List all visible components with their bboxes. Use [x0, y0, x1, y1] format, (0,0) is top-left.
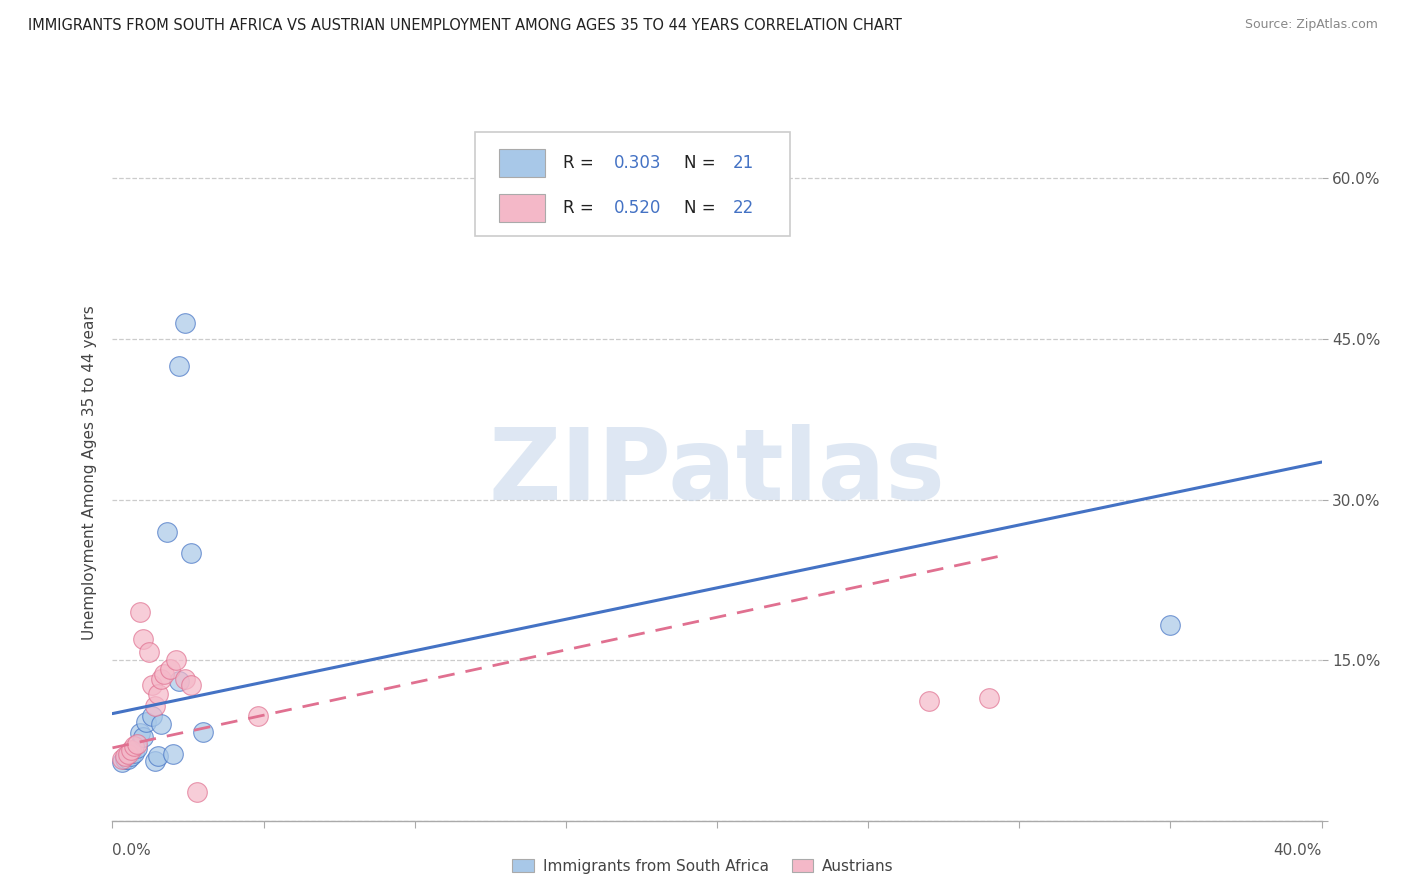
- Point: [167, 359, 190, 373]
- Text: 0.0%: 0.0%: [112, 843, 152, 858]
- Text: N =: N =: [685, 154, 721, 172]
- Point: [138, 644, 160, 658]
- Point: [174, 316, 197, 330]
- FancyBboxPatch shape: [499, 149, 546, 177]
- Point: [149, 673, 172, 687]
- Text: R =: R =: [564, 200, 599, 218]
- Point: [1159, 617, 1181, 632]
- Text: R =: R =: [564, 154, 599, 172]
- Point: [918, 694, 941, 708]
- Point: [110, 751, 132, 765]
- Point: [132, 730, 155, 744]
- Text: ZIPatlas: ZIPatlas: [489, 425, 945, 521]
- Text: 0.520: 0.520: [614, 200, 662, 218]
- Point: [128, 605, 150, 619]
- Text: IMMIGRANTS FROM SOUTH AFRICA VS AUSTRIAN UNEMPLOYMENT AMONG AGES 35 TO 44 YEARS : IMMIGRANTS FROM SOUTH AFRICA VS AUSTRIAN…: [28, 18, 903, 33]
- Point: [180, 546, 202, 560]
- Point: [125, 740, 148, 755]
- Point: [135, 715, 157, 730]
- Point: [120, 743, 142, 757]
- Point: [125, 737, 148, 751]
- Point: [146, 687, 169, 701]
- Point: [143, 754, 166, 768]
- Text: 40.0%: 40.0%: [1274, 843, 1322, 858]
- Point: [122, 739, 145, 753]
- Point: [165, 653, 187, 667]
- Point: [128, 726, 150, 740]
- Point: [186, 785, 208, 799]
- Point: [159, 662, 181, 676]
- Point: [977, 690, 1000, 705]
- Text: 21: 21: [733, 154, 754, 172]
- FancyBboxPatch shape: [475, 132, 790, 236]
- Point: [141, 678, 163, 692]
- Point: [146, 749, 169, 764]
- Text: 22: 22: [733, 200, 754, 218]
- Point: [153, 667, 176, 681]
- Point: [117, 747, 139, 762]
- FancyBboxPatch shape: [499, 194, 546, 222]
- Point: [167, 674, 190, 689]
- Point: [162, 747, 184, 762]
- Point: [122, 746, 145, 760]
- Text: N =: N =: [685, 200, 721, 218]
- Point: [149, 717, 172, 731]
- Text: 0.303: 0.303: [614, 154, 662, 172]
- Point: [120, 749, 142, 764]
- Point: [114, 751, 136, 765]
- Point: [191, 724, 214, 739]
- Point: [180, 678, 202, 692]
- Point: [141, 708, 163, 723]
- Point: [117, 751, 139, 765]
- Point: [114, 749, 136, 764]
- Point: [132, 632, 155, 646]
- Point: [174, 673, 197, 687]
- Legend: Immigrants from South Africa, Austrians: Immigrants from South Africa, Austrians: [506, 853, 900, 880]
- Y-axis label: Unemployment Among Ages 35 to 44 years: Unemployment Among Ages 35 to 44 years: [82, 305, 97, 640]
- Point: [156, 524, 179, 539]
- Point: [143, 699, 166, 714]
- Text: Source: ZipAtlas.com: Source: ZipAtlas.com: [1244, 18, 1378, 31]
- Point: [246, 708, 269, 723]
- Point: [110, 755, 132, 769]
